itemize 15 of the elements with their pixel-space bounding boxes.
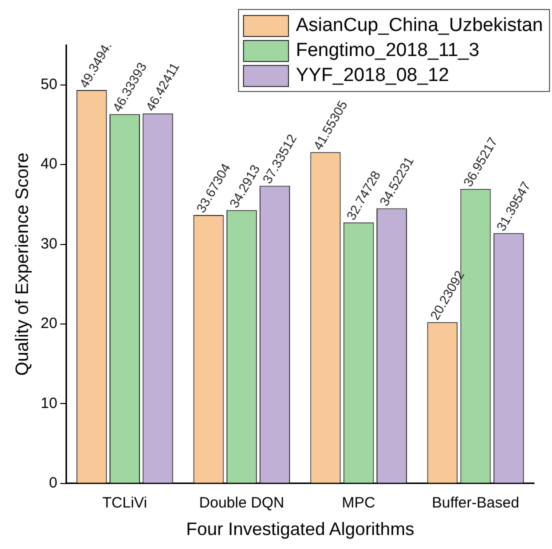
legend-label: YYF_2018_08_12 xyxy=(296,64,450,88)
legend-label: AsianCup_China_Uzbekistan xyxy=(296,14,543,38)
x-tick-label: Buffer-Based xyxy=(432,494,520,512)
y-tick-label: 50 xyxy=(40,76,58,93)
legend-label: Fengtimo_2018_11_3 xyxy=(296,39,480,63)
x-tick-label: Double DQN xyxy=(199,494,284,512)
y-tick-label: 0 xyxy=(48,474,58,492)
y-axis-title: Quality of Experience Score xyxy=(12,152,32,376)
x-axis-title: Four Investigated Algorithms xyxy=(186,519,414,540)
y-tick-label: 20 xyxy=(40,315,58,332)
y-tick-label: 30 xyxy=(40,235,58,252)
x-tick-label: TCLiVi xyxy=(102,494,148,512)
y-tick-label: 40 xyxy=(40,156,58,173)
y-tick-label: 10 xyxy=(40,394,58,412)
x-tick-label: MPC xyxy=(342,494,376,512)
